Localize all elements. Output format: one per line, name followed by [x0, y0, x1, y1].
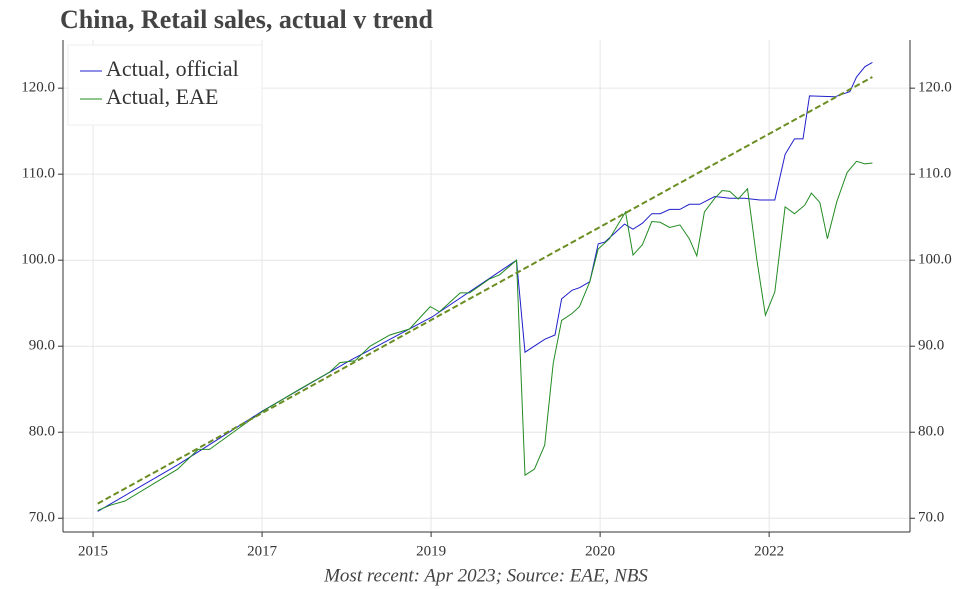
x-tick-label: 2015 — [78, 543, 108, 559]
x-tick-label: 2020 — [585, 543, 615, 559]
y-tick-label: 110.0 — [22, 166, 55, 182]
y-tick-label: 120.0 — [21, 80, 55, 96]
y2-tick-label: 120.0 — [918, 80, 952, 96]
y-tick-label: 100.0 — [21, 252, 55, 268]
y2-tick-label: 90.0 — [918, 338, 944, 354]
legend-label: Actual, EAE — [106, 84, 218, 109]
caption: Most recent: Apr 2023; Source: EAE, NBS — [323, 565, 648, 586]
y-tick-label: 80.0 — [29, 424, 55, 440]
y-tick-label: 70.0 — [29, 510, 55, 526]
y2-tick-label: 100.0 — [918, 252, 952, 268]
y-tick-label: 90.0 — [29, 338, 55, 354]
legend: Actual, official Actual, EAE — [67, 44, 263, 126]
x-tick-label: 2022 — [754, 543, 784, 559]
y2-tick-label: 80.0 — [918, 424, 944, 440]
series-line — [97, 160, 873, 511]
trend-line — [97, 76, 873, 505]
series-line — [97, 61, 873, 512]
y2-tick-label: 70.0 — [918, 510, 944, 526]
x-tick-label: 2019 — [416, 543, 446, 559]
chart-title: China, Retail sales, actual v trend — [60, 5, 433, 34]
legend-box — [67, 44, 263, 126]
legend-label: Actual, official — [106, 56, 239, 81]
y2-tick-label: 110.0 — [918, 166, 951, 182]
x-tick-label: 2017 — [247, 543, 278, 559]
